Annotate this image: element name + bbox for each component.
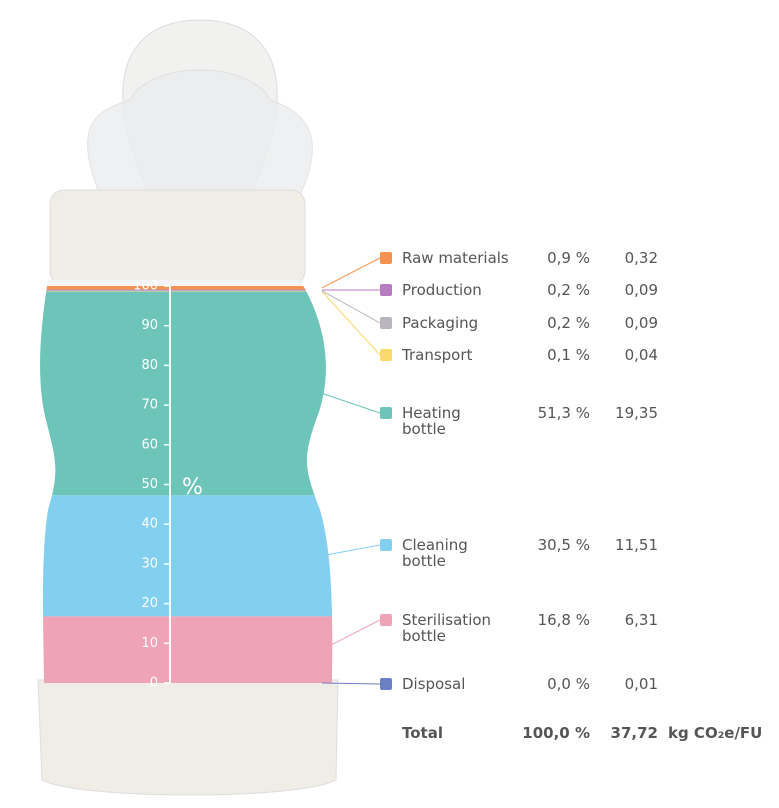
value-label: 0,9 % bbox=[547, 249, 590, 267]
value-label: 30,5 % bbox=[537, 536, 590, 554]
leader-line bbox=[321, 544, 381, 557]
axis-label: % bbox=[182, 475, 203, 500]
legend-swatch bbox=[380, 407, 392, 419]
legend-name: Packaging bbox=[402, 314, 479, 332]
legend-name: Disposal bbox=[402, 675, 466, 693]
legend-swatch bbox=[380, 614, 392, 626]
leader-line bbox=[321, 257, 381, 289]
y-tick-label: 70 bbox=[141, 398, 158, 413]
band bbox=[40, 289, 333, 291]
band bbox=[40, 495, 333, 617]
y-tick-label: 60 bbox=[141, 437, 158, 452]
y-tick-label: 20 bbox=[141, 596, 158, 611]
legend-swatch bbox=[380, 284, 392, 296]
unit-label: kg CO₂e/FU bbox=[668, 724, 763, 742]
emissions-label: 0,09 bbox=[624, 281, 658, 299]
total-label: Total bbox=[402, 724, 443, 742]
y-tick-label: 30 bbox=[141, 556, 158, 571]
y-tick-label: 90 bbox=[141, 318, 158, 333]
emissions-label: 0,09 bbox=[624, 314, 658, 332]
legend-swatch bbox=[380, 678, 392, 690]
emissions-label: 0,04 bbox=[624, 346, 658, 364]
y-tick-label: 50 bbox=[141, 477, 158, 492]
legend-name: Production bbox=[402, 281, 482, 299]
y-tick-label: 100 bbox=[133, 279, 158, 294]
legend-swatch bbox=[380, 539, 392, 551]
legend-name: Raw materials bbox=[402, 249, 509, 267]
legend-swatch bbox=[380, 252, 392, 264]
y-tick-label: 0 bbox=[150, 676, 158, 691]
value-label: 0,2 % bbox=[547, 281, 590, 299]
emissions-label: 0,32 bbox=[624, 249, 658, 267]
leader-line bbox=[321, 291, 381, 356]
y-tick-label: 80 bbox=[141, 358, 158, 373]
leader-line bbox=[321, 392, 381, 414]
y-tick-label: 40 bbox=[141, 517, 158, 532]
legend-swatch bbox=[380, 317, 392, 329]
value-label: 51,3 % bbox=[537, 404, 590, 422]
legend-name: Cleaning bottle bbox=[402, 536, 468, 570]
emissions-label: 19,35 bbox=[615, 404, 658, 422]
legend-swatch bbox=[380, 349, 392, 361]
total-percent: 100,0 % bbox=[522, 724, 590, 742]
legend-name: Transport bbox=[402, 346, 473, 364]
leader-line bbox=[321, 682, 381, 685]
leader-line bbox=[321, 619, 381, 651]
band bbox=[40, 616, 333, 683]
band bbox=[40, 286, 333, 290]
legend-name: Heating bottle bbox=[402, 404, 461, 438]
value-label: 0,1 % bbox=[547, 346, 590, 364]
band bbox=[40, 290, 333, 292]
leader-line bbox=[321, 290, 381, 324]
legend-name: Sterilisation bottle bbox=[402, 611, 492, 645]
y-tick-label: 10 bbox=[141, 636, 158, 651]
band bbox=[40, 291, 333, 496]
value-label: 16,8 % bbox=[537, 611, 590, 629]
value-label: 0,2 % bbox=[547, 314, 590, 332]
emissions-label: 6,31 bbox=[624, 611, 658, 629]
value-label: 0,0 % bbox=[547, 675, 590, 693]
total-emissions: 37,72 bbox=[610, 724, 658, 742]
emissions-label: 0,01 bbox=[624, 675, 658, 693]
emissions-label: 11,51 bbox=[615, 536, 658, 554]
